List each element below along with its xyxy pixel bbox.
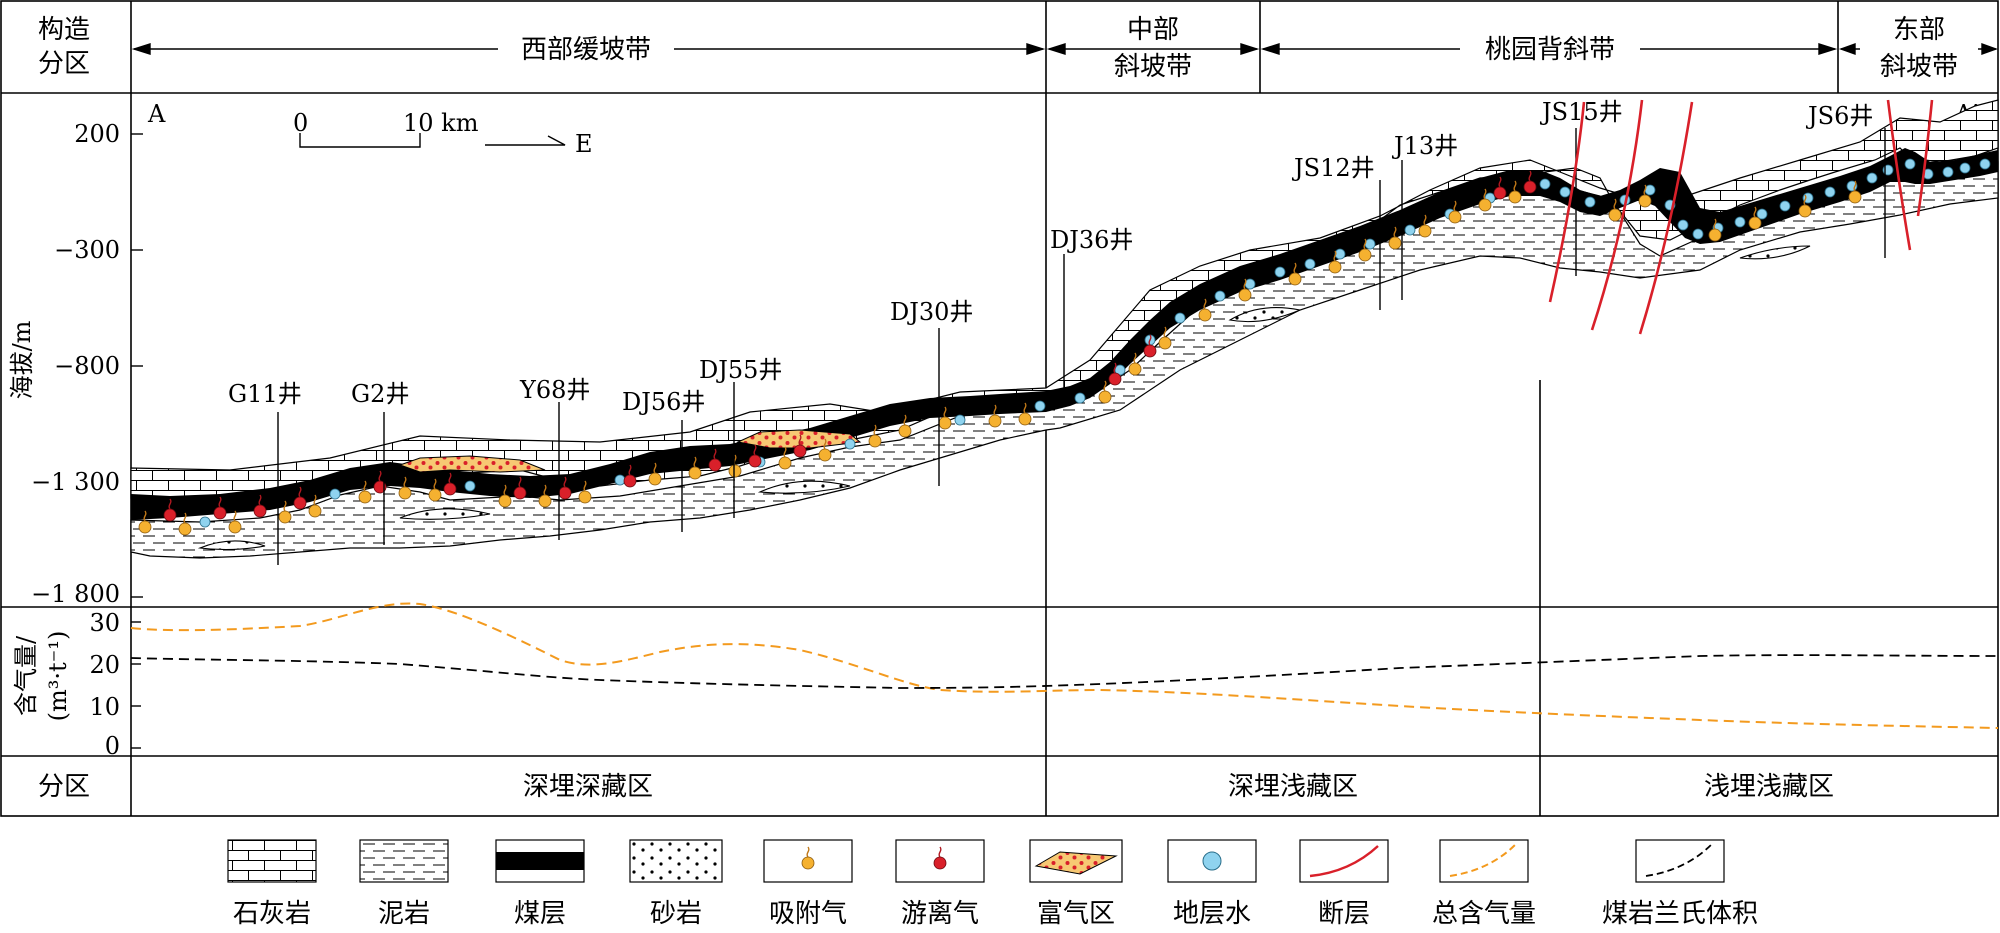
legend-item-coal: 煤层 bbox=[495, 839, 585, 929]
rich-gas-zone-west bbox=[398, 455, 546, 473]
corner-label-line2: 分区 bbox=[38, 49, 90, 79]
fault-line bbox=[1886, 99, 1912, 251]
well-label: DJ36井 bbox=[1050, 226, 1133, 254]
legend-label: 吸附气 bbox=[769, 899, 847, 929]
legend-label: 游离气 bbox=[901, 899, 979, 929]
legend-item-limestone: 石灰岩 bbox=[227, 839, 317, 929]
region-deep-deep: 深埋深藏区 bbox=[523, 772, 653, 802]
elevation-tick-label: −300 bbox=[54, 236, 120, 264]
legend-label: 富气区 bbox=[1037, 899, 1115, 929]
region-row: 分区 深埋深藏区 深埋浅藏区 浅埋浅藏区 bbox=[38, 772, 1834, 802]
zone-west-gentle-slope: 西部缓坡带 bbox=[521, 35, 651, 65]
sandstone-lens bbox=[1228, 307, 1302, 323]
scale-zero-label: 0 bbox=[293, 109, 308, 137]
legend-label: 泥岩 bbox=[378, 899, 430, 929]
total-gas-curve bbox=[130, 602, 1999, 729]
gas-content-panel: 含气量/ (m³·t⁻¹) 30 20 10 0 bbox=[12, 602, 1999, 760]
fault-line bbox=[1590, 99, 1644, 331]
scale-length-label: 10 km bbox=[403, 109, 479, 137]
region-shallow-shallow: 浅埋浅藏区 bbox=[1704, 772, 1834, 802]
region-row-label: 分区 bbox=[38, 772, 90, 802]
well-lines bbox=[277, 128, 1886, 565]
scale-bar: 0 10 km bbox=[293, 109, 479, 148]
section-start-label: A bbox=[147, 100, 166, 128]
direction-label: E bbox=[575, 130, 593, 158]
faults bbox=[1548, 99, 1934, 335]
legend-label: 煤岩兰氏体积 bbox=[1602, 899, 1758, 929]
well-label: G2井 bbox=[351, 380, 409, 408]
gas-tick-label: 30 bbox=[89, 609, 120, 637]
langmuir-volume-curve bbox=[130, 654, 1999, 689]
well-label: Y68井 bbox=[519, 376, 590, 404]
well-label: DJ30井 bbox=[890, 298, 973, 326]
sandstone-lens bbox=[757, 480, 851, 494]
fault-line bbox=[1916, 99, 1934, 217]
legend-item-adsorbed-gas: 吸附气 bbox=[763, 839, 853, 929]
well-label: G11井 bbox=[228, 380, 302, 408]
legend-item-total-gas: 总含气量 bbox=[1432, 839, 1536, 929]
legend-label: 断层 bbox=[1318, 899, 1370, 929]
legend-label: 煤层 bbox=[514, 899, 566, 929]
direction-arrow: E bbox=[485, 130, 593, 158]
cross-section: 海拔/m 200 −300 −800 −1 300 −1 800 A A′ 0 … bbox=[8, 98, 1999, 608]
zone-central-slope-line2: 斜坡带 bbox=[1114, 52, 1192, 82]
elevation-tick-label: −1 800 bbox=[31, 580, 120, 608]
gas-tick-label: 0 bbox=[105, 732, 120, 760]
well-label: DJ55井 bbox=[699, 356, 782, 384]
corner-label-line1: 构造 bbox=[38, 15, 90, 45]
gas-axis-title-line2: (m³·t⁻¹) bbox=[44, 631, 72, 722]
fault-line bbox=[1638, 101, 1694, 335]
legend-label: 砂岩 bbox=[650, 899, 702, 929]
gas-axis-title-line1: 含气量/ bbox=[12, 635, 40, 716]
coal-seam bbox=[131, 148, 1998, 520]
legend-label: 总含气量 bbox=[1432, 899, 1536, 929]
zone-taoyuan-anticline: 桃园背斜带 bbox=[1485, 35, 1615, 65]
elevation-tick-label: −800 bbox=[54, 352, 120, 380]
legend-item-rich-gas-zone: 富气区 bbox=[1029, 839, 1123, 929]
fault-line bbox=[1548, 101, 1586, 303]
header-row: 构造 分区 西部缓坡带 中部 斜坡带 桃园背斜带 东部 斜坡带 bbox=[38, 15, 1999, 82]
legend-label: 地层水 bbox=[1173, 899, 1251, 929]
sandstone-lens bbox=[399, 508, 491, 520]
legend-item-fault: 断层 bbox=[1299, 839, 1389, 929]
zone-central-slope-line1: 中部 bbox=[1127, 15, 1179, 45]
legend-label: 石灰岩 bbox=[233, 899, 311, 929]
legend: 石灰岩 泥岩 煤层 砂岩 吸附气 游离气 富气区 bbox=[227, 839, 1758, 929]
elevation-tick-label: −1 300 bbox=[31, 468, 120, 496]
legend-item-free-gas: 游离气 bbox=[895, 839, 985, 929]
legend-item-langmuir-volume: 煤岩兰氏体积 bbox=[1602, 839, 1758, 929]
elevation-axis-title: 海拔/m bbox=[8, 320, 36, 399]
well-label: JS12井 bbox=[1291, 154, 1375, 182]
legend-item-sandstone: 砂岩 bbox=[629, 839, 723, 929]
legend-item-mudstone: 泥岩 bbox=[359, 839, 449, 929]
elevation-axis: 海拔/m 200 −300 −800 −1 300 −1 800 bbox=[8, 120, 143, 608]
well-label: JS6井 bbox=[1805, 102, 1873, 130]
frame-lines bbox=[0, 0, 1999, 817]
elevation-tick-label: 200 bbox=[74, 120, 120, 148]
gas-tick-label: 10 bbox=[89, 693, 120, 721]
well-label: J13井 bbox=[1391, 132, 1458, 160]
region-deep-shallow: 深埋浅藏区 bbox=[1228, 772, 1358, 802]
well-labels: G11井 G2井 Y68井 DJ56井 DJ55井 DJ30井 DJ36井 JS… bbox=[228, 98, 1873, 416]
well-label: DJ56井 bbox=[622, 388, 705, 416]
sandstone-lenses bbox=[197, 245, 1811, 551]
rich-gas-zone-central bbox=[736, 429, 862, 449]
zone-arrows bbox=[131, 43, 1999, 55]
legend-item-formation-water: 地层水 bbox=[1167, 839, 1257, 929]
zone-east-slope-line1: 东部 bbox=[1893, 15, 1945, 45]
sandstone-lens bbox=[197, 540, 266, 551]
sandstone-lens bbox=[1739, 245, 1811, 260]
zone-east-slope-line2: 斜坡带 bbox=[1880, 52, 1958, 82]
gas-tick-label: 20 bbox=[89, 651, 120, 679]
